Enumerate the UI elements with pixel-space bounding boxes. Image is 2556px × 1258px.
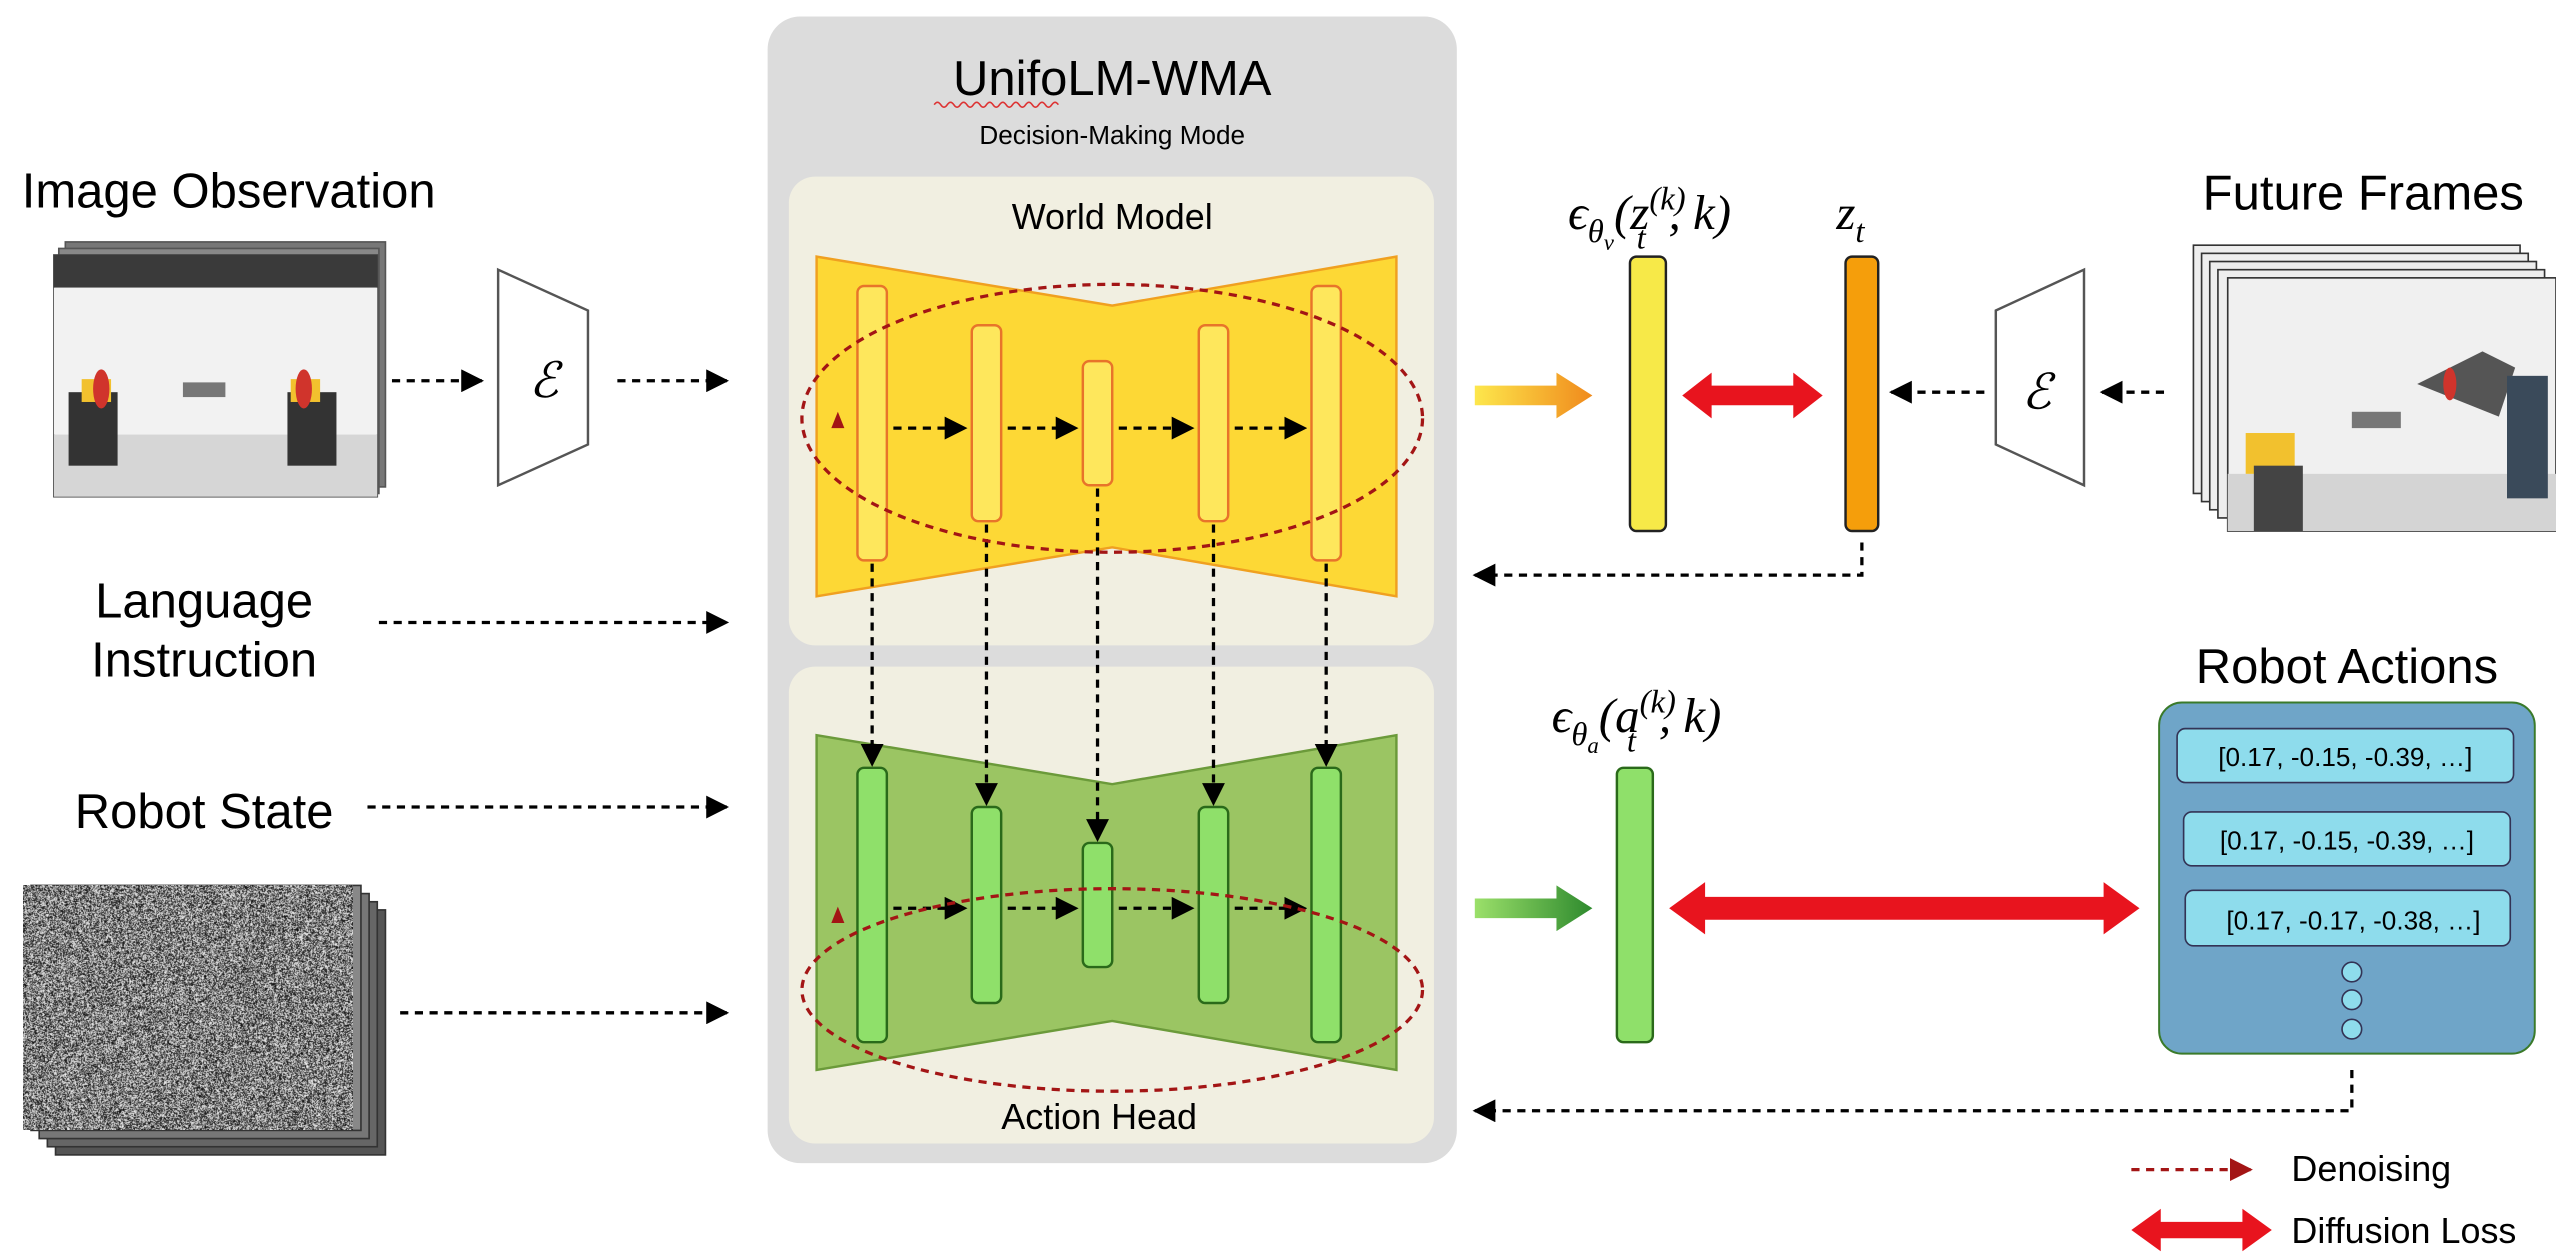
- future-frames-stack: [2193, 245, 2556, 531]
- svg-text:ℰ: ℰ: [2022, 365, 2056, 420]
- action-head-layer: [1199, 807, 1228, 1003]
- ellipsis-dots: [2342, 962, 2362, 1039]
- action-noise-prediction: ϵθa(a(k)t, k): [1552, 684, 1722, 759]
- future-frames-label: Future Frames: [2203, 166, 2524, 220]
- diagram: Image Observation ℰ Language Instruction…: [0, 0, 2556, 1258]
- world-model-layer: [1311, 286, 1340, 560]
- robot-actions-title: Robot Actions: [2196, 640, 2498, 694]
- latent-feedback-arrow: [1475, 542, 1862, 575]
- action-row: [0.17, -0.15, -0.39, …]: [2177, 729, 2513, 783]
- world-model-layer: [1083, 361, 1112, 485]
- action-row: [0.17, -0.15, -0.39, …]: [2184, 812, 2511, 866]
- language-instruction-label: Language: [95, 575, 313, 629]
- robot-state-label: Robot State: [75, 785, 334, 839]
- world-model-label: World Model: [1012, 196, 1213, 237]
- svg-text:[0.17, -0.15, -0.39, …]: [0.17, -0.15, -0.39, …]: [2220, 825, 2474, 855]
- language-instruction-label-2: Instruction: [91, 633, 317, 687]
- video-diffusion-loss-arrow: [1682, 373, 1822, 419]
- legend-loss-symbol: [2131, 1209, 2271, 1251]
- svg-text:[0.17, -0.17, -0.38, …]: [0.17, -0.17, -0.38, …]: [2226, 906, 2480, 936]
- legend-denoising-label: Denoising: [2291, 1148, 2451, 1189]
- action-head-layer: [972, 807, 1001, 1003]
- robot-state-noise-image: [23, 885, 353, 1130]
- svg-text:[0.17, -0.15, -0.39, …]: [0.17, -0.15, -0.39, …]: [2218, 742, 2472, 772]
- action-diffusion-loss-arrow: [1669, 882, 2139, 934]
- image-observation-label: Image Observation: [22, 165, 436, 219]
- latent-target-label: zt: [1835, 185, 1865, 250]
- world-model-layer: [972, 325, 1001, 521]
- video-noise-prediction: ϵθv(z(k)t, k): [1568, 181, 1731, 256]
- video-output-arrow: [1475, 373, 1593, 419]
- legend-loss-label: Diffusion Loss: [2291, 1210, 2516, 1251]
- action-head-layer: [1083, 843, 1112, 967]
- image-observation-stack: [54, 242, 386, 497]
- action-feedback-arrow: [1475, 1070, 2352, 1111]
- svg-text:ℰ: ℰ: [529, 353, 563, 408]
- action-row: [0.17, -0.17, -0.38, …]: [2185, 890, 2510, 946]
- target-latent-bar: [1846, 257, 1879, 531]
- predicted-action-bar: [1617, 768, 1653, 1042]
- encoder-right: ℰ: [1996, 270, 2084, 486]
- architecture-diagram: Image Observation ℰ Language Instruction…: [0, 0, 2556, 1258]
- action-head-layer: [1311, 768, 1340, 1042]
- world-model-layer: [1199, 325, 1228, 521]
- action-output-arrow: [1475, 885, 1593, 931]
- action-head-layer: [857, 768, 886, 1042]
- predicted-latent-bar: [1630, 257, 1666, 531]
- model-subtitle: Decision-Making Mode: [979, 120, 1245, 150]
- action-head-label: Action Head: [1001, 1096, 1197, 1137]
- model-title: UnifoLM-WMA: [953, 52, 1272, 106]
- encoder-left: ℰ: [498, 270, 588, 486]
